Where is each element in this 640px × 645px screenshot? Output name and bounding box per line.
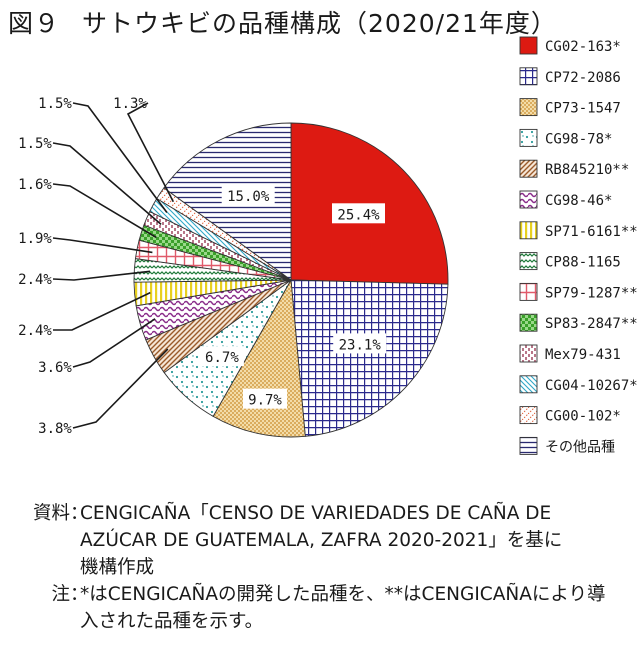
leader-line-11: [52, 142, 162, 226]
source-label: 資料: [32, 503, 70, 524]
legend-swatch-13: [519, 406, 538, 425]
source-text-line1: CENGICAÑA「CENSO DE VARIEDADES DE CAÑA DE: [80, 503, 552, 524]
slice-label-bg-3: [243, 388, 287, 409]
figure-title: サトウキビの品種構成（2020/21年度）: [82, 9, 557, 38]
source-note: 資料 ： CENGICAÑA「CENSO DE VARIEDADES DE CA…: [8, 500, 633, 581]
legend-label-13: CG00-102*: [545, 409, 621, 425]
slice-label-bg-1: [332, 203, 385, 224]
leader-line-10: [52, 183, 157, 239]
slice-label-12: 1.5%: [38, 96, 72, 112]
note-text: *はCENGICAÑAの開発した品種を、**はCENGICAÑAにより導 入され…: [80, 581, 633, 635]
slice-label-1: 25.4%: [337, 207, 380, 223]
legend-swatch-7: [519, 221, 538, 240]
legend-swatch-3: [519, 98, 538, 117]
slice-label-8: 2.4%: [18, 272, 52, 288]
legend-swatch-1: [519, 36, 538, 55]
slice-label-5: 3.8%: [38, 421, 72, 437]
slice-label-10: 1.6%: [18, 177, 52, 193]
note-label: 注: [51, 584, 70, 605]
legend-swatch-4: [519, 128, 538, 147]
slice-label-bg-2: [333, 333, 387, 354]
legend-label-9: SP79-1287**: [545, 285, 638, 301]
slice-label-3: 9.7%: [248, 393, 282, 409]
leader-line-7: [53, 291, 151, 331]
legend-label-8: CP88-1165: [545, 255, 621, 271]
legend-label-4: CG98-78*: [545, 131, 612, 147]
leader-line-5: [72, 348, 169, 429]
slice-label-2: 23.1%: [339, 337, 382, 353]
note-text-line2: 入された品種を示す。: [80, 611, 264, 632]
legend-swatch-8: [519, 252, 538, 271]
legend-label-7: SP71-6161**: [545, 224, 638, 240]
leader-line-12: [72, 102, 168, 213]
legend-label-6: CG98-46*: [545, 193, 612, 209]
chart-notes: 資料 ： CENGICAÑA「CENSO DE VARIEDADES DE CA…: [8, 500, 633, 635]
slice-label-4: 6.7%: [205, 350, 239, 366]
legend-label-11: Mex79-431: [545, 347, 621, 363]
legend-label-5: RB845210**: [545, 162, 629, 178]
slice-label-6: 3.6%: [38, 360, 72, 376]
legend-swatch-6: [519, 190, 538, 209]
figure-number: 図９: [8, 9, 61, 38]
note-colon: ：: [70, 584, 89, 605]
legend-swatch-9: [519, 282, 538, 301]
legend-label-1: CG02-163*: [545, 39, 621, 55]
source-text-line2: AZÚCAR DE GUATEMALA, ZAFRA 2020-2021」を基に: [80, 530, 563, 551]
legend-label-10: SP83-2847**: [545, 316, 638, 332]
legend-swatch-14: [519, 436, 538, 455]
leader-line-9: [52, 237, 153, 254]
slice-label-bg-4: [199, 346, 244, 367]
slice-label-9: 1.9%: [18, 231, 52, 247]
pie-chart: 25.4% 23.1% 9.7% 6.7% 15.0% 3.8% 3.6% 2.4% 2.4% 1…: [18, 36, 638, 455]
chart-title: 図９ サトウキビの品種構成（2020/21年度）: [8, 4, 557, 40]
legend-swatch-2: [519, 67, 538, 86]
legend-swatch-12: [519, 375, 538, 394]
legend-label-3: CP73-1547: [545, 101, 621, 117]
slice-label-bg-14: [221, 185, 275, 206]
legend-swatch-10: [519, 313, 538, 332]
pie-slice-2: [290, 279, 449, 437]
leader-line-8: [52, 270, 151, 281]
slice-label-14: 15.0%: [227, 189, 270, 205]
slice-label-11: 1.5%: [18, 136, 52, 152]
source-colon: ：: [70, 503, 89, 524]
leader-line-6: [72, 318, 156, 368]
legend-swatch-11: [519, 344, 538, 363]
slice-label-7: 2.4%: [18, 323, 52, 339]
legend-label-2: CP72-2086: [545, 70, 621, 86]
legend-swatch-5: [519, 159, 538, 178]
legend-label-12: CG04-10267*: [545, 378, 638, 394]
note-text-line1: *はCENGICAÑAの開発した品種を、**はCENGICAÑAにより導: [80, 584, 606, 605]
legend-label-14: その他品種: [545, 439, 615, 455]
source-text: CENGICAÑA「CENSO DE VARIEDADES DE CAÑA DE…: [80, 500, 633, 581]
slice-label-13: 1.3%: [113, 96, 147, 112]
leader-line-13: [126, 102, 175, 203]
footnote: 注 ： *はCENGICAÑAの開発した品種を、**はCENGICAÑAにより導…: [8, 581, 633, 635]
source-text-line3: 機構作成: [80, 557, 155, 578]
